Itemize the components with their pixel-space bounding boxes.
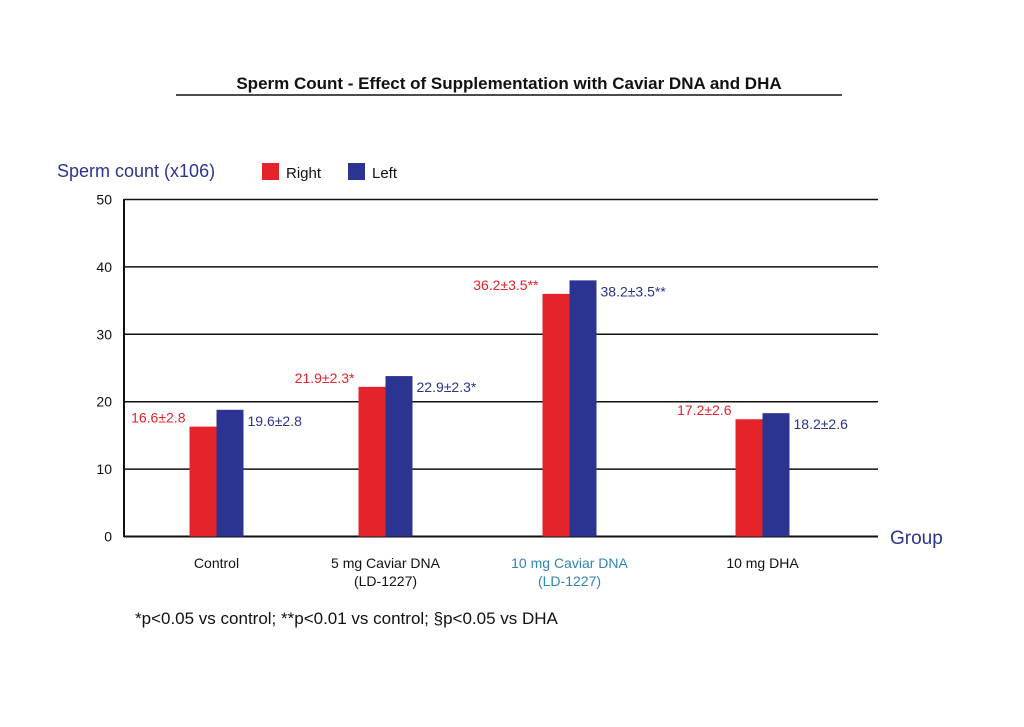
data-labels: 16.6±2.8 19.6±2.8 21.9±2.3* 22.9±2.3* 36.2±3…	[131, 277, 848, 432]
x-tick-label: 10 mg DHA	[726, 555, 799, 571]
chart-title: Sperm Count - Effect of Supplementation …	[236, 74, 781, 93]
bar-left-4	[762, 413, 790, 537]
data-label-left-1: 19.6±2.8	[248, 413, 303, 429]
grid-lines	[124, 198, 878, 538]
data-label-left-4: 18.2±2.6	[794, 416, 849, 432]
bar-right-1	[189, 426, 217, 537]
y-tick-label: 20	[96, 394, 112, 410]
bar-left-2	[385, 376, 413, 537]
x-tick-label-line2: (LD-1227)	[538, 573, 601, 589]
bars	[189, 280, 790, 537]
y-axis-label: Sperm count (x106)	[57, 161, 215, 181]
data-label-right-1: 16.6±2.8	[131, 410, 186, 426]
bar-left-3	[569, 280, 597, 537]
y-tick-label: 30	[96, 326, 112, 342]
x-axis-label: Group	[890, 528, 943, 549]
x-tick-labels: Control 5 mg Caviar DNA (LD-1227) 10 mg Cav…	[194, 555, 799, 589]
y-tick-label: 10	[96, 461, 112, 477]
data-label-right-3: 36.2±3.5**	[473, 277, 539, 293]
y-tick-label: 40	[96, 259, 112, 275]
x-tick-label: 5 mg Caviar DNA	[331, 555, 441, 571]
bar-right-2	[358, 386, 386, 537]
x-tick-label: 10 mg Caviar DNA	[511, 555, 628, 571]
y-tick-label: 0	[104, 529, 112, 545]
data-label-right-2: 21.9±2.3*	[295, 370, 355, 386]
legend-swatch-right	[262, 163, 279, 180]
data-label-right-4: 17.2±2.6	[677, 402, 732, 418]
y-tick-label: 50	[96, 192, 112, 208]
x-tick-label-line2: (LD-1227)	[354, 573, 417, 589]
data-label-left-2: 22.9±2.3*	[417, 379, 477, 395]
bar-left-1	[216, 409, 244, 537]
data-label-left-3: 38.2±3.5**	[601, 283, 667, 299]
y-tick-labels: 0 10 20 30 40 50	[96, 192, 112, 545]
footnote: *p<0.05 vs control; **p<0.01 vs control;…	[135, 609, 559, 628]
legend-label-left: Left	[372, 165, 398, 182]
legend-label-right: Right	[286, 165, 322, 182]
bar-right-4	[735, 419, 763, 537]
x-tick-label: Control	[194, 555, 239, 571]
bar-right-3	[542, 293, 570, 537]
legend-swatch-left	[348, 163, 365, 180]
